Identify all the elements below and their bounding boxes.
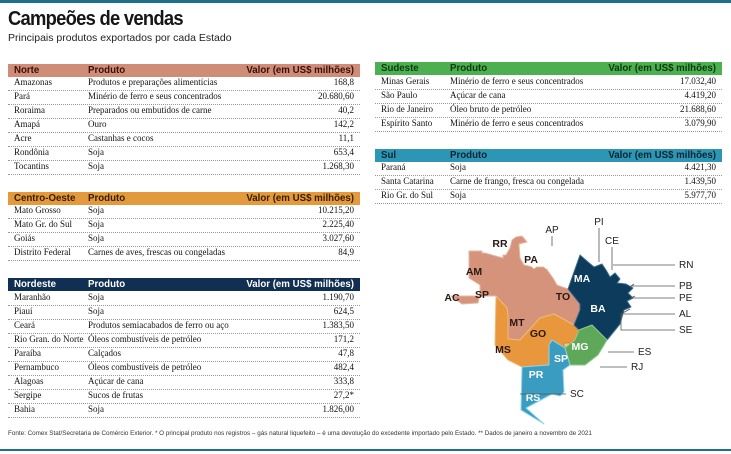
svg-text:PI: PI: [594, 217, 603, 228]
svg-text:GO: GO: [530, 328, 546, 340]
svg-text:SP: SP: [475, 289, 489, 301]
svg-text:RN: RN: [679, 260, 693, 271]
svg-text:MG: MG: [572, 341, 589, 353]
svg-text:ES: ES: [638, 347, 652, 358]
svg-text:PR: PR: [529, 369, 544, 381]
svg-text:SP: SP: [554, 353, 568, 365]
svg-text:PB: PB: [679, 281, 693, 292]
svg-text:SC: SC: [570, 389, 584, 400]
svg-text:RR: RR: [492, 238, 508, 250]
svg-text:AP: AP: [545, 225, 559, 236]
svg-text:TO: TO: [556, 291, 570, 303]
svg-text:SE: SE: [679, 325, 693, 336]
svg-text:AC: AC: [444, 292, 460, 304]
svg-text:CE: CE: [605, 236, 619, 247]
svg-text:MT: MT: [509, 317, 525, 329]
svg-text:MA: MA: [574, 273, 591, 285]
svg-text:PE: PE: [679, 293, 693, 304]
svg-text:BA: BA: [590, 303, 606, 315]
svg-text:MS: MS: [495, 344, 511, 356]
svg-text:AL: AL: [679, 309, 692, 320]
svg-text:PA: PA: [524, 254, 538, 266]
svg-text:RJ: RJ: [631, 362, 643, 373]
svg-text:AM: AM: [466, 266, 483, 278]
